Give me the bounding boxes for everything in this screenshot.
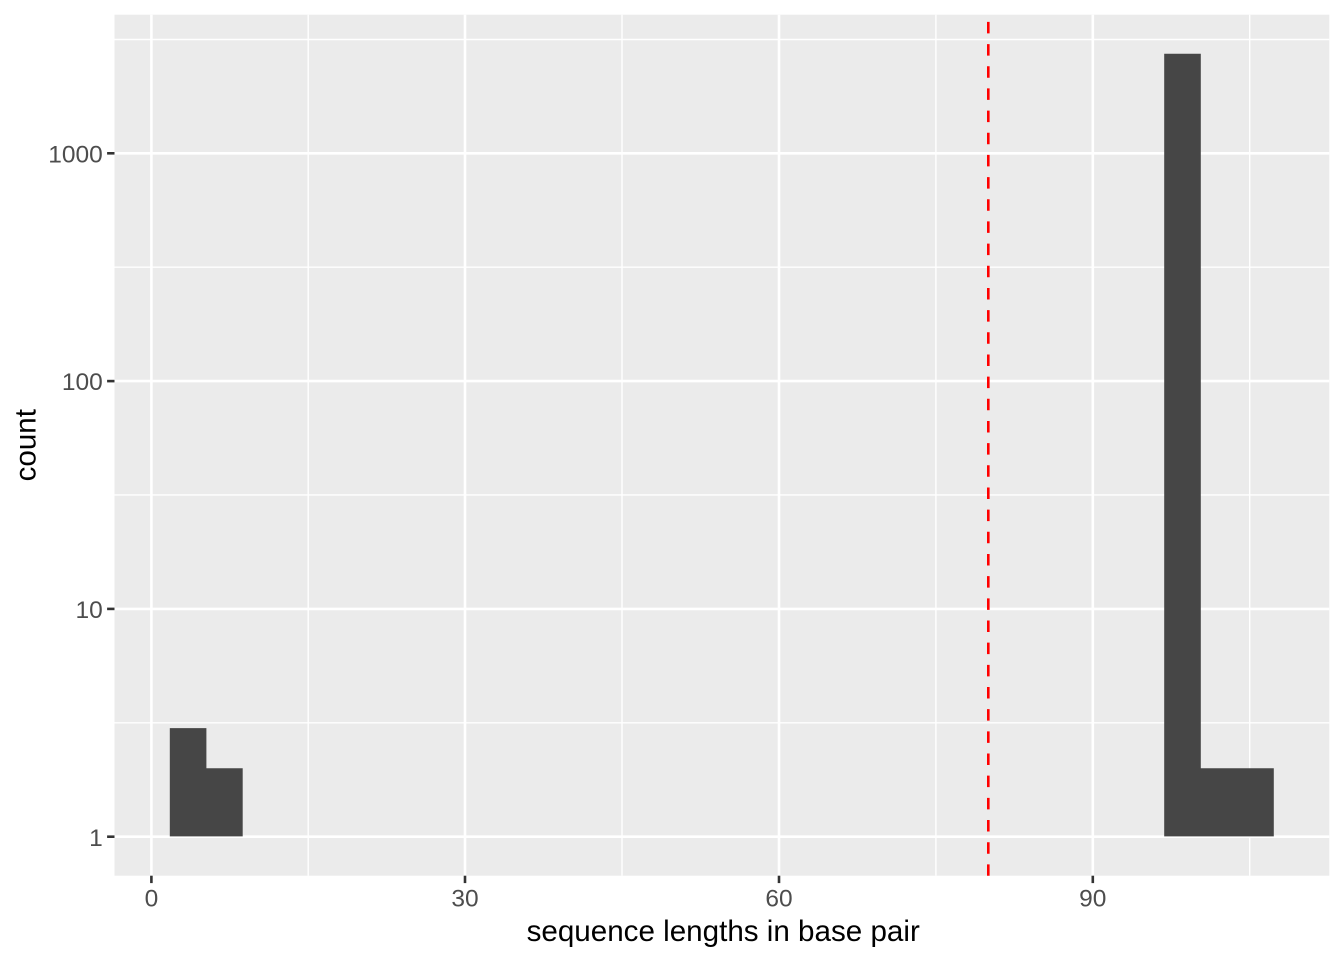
svg-text:sequence lengths in base pair: sequence lengths in base pair <box>527 915 920 948</box>
svg-text:count: count <box>10 409 43 481</box>
svg-text:60: 60 <box>765 885 792 912</box>
svg-text:0: 0 <box>145 885 159 912</box>
svg-text:10: 10 <box>76 597 103 624</box>
svg-text:1: 1 <box>89 825 103 852</box>
svg-text:30: 30 <box>451 885 478 912</box>
svg-text:100: 100 <box>62 369 103 396</box>
svg-text:90: 90 <box>1079 885 1106 912</box>
svg-text:1000: 1000 <box>48 141 103 168</box>
